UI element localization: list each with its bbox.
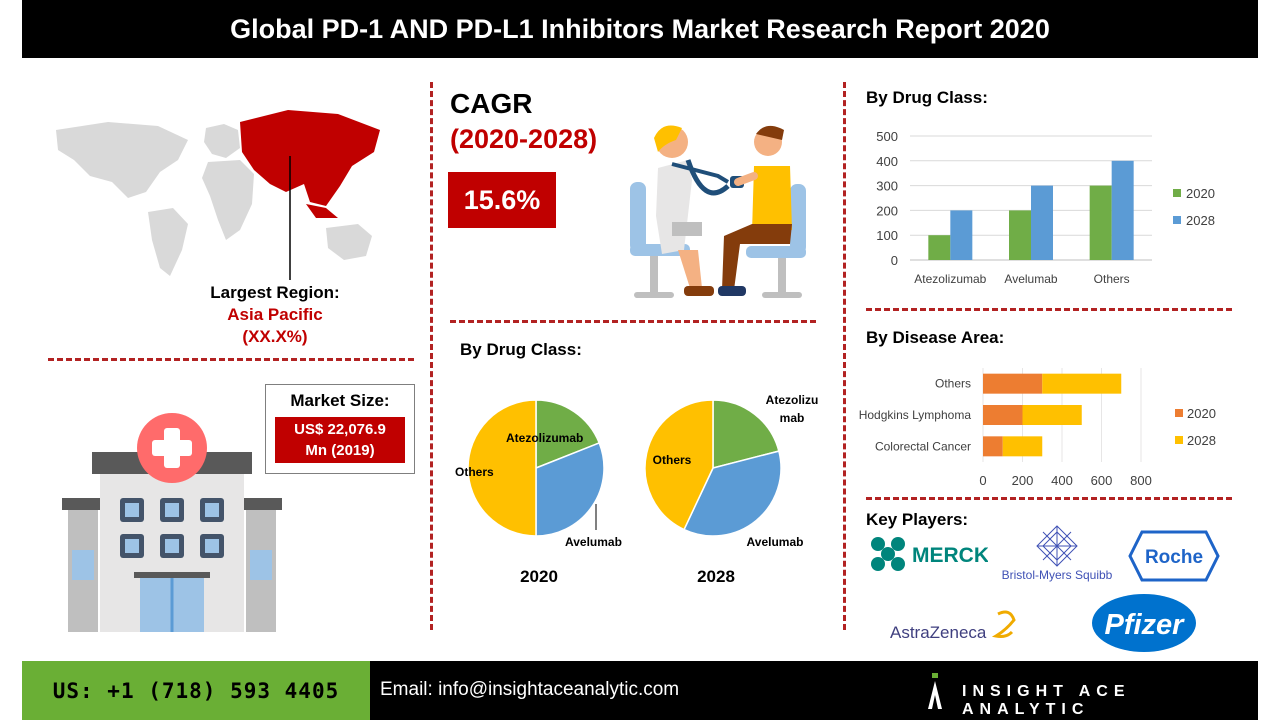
legend-label: 2028 — [1186, 213, 1215, 228]
y-tick-label: 500 — [876, 129, 898, 144]
pie-section-title: By Drug Class: — [460, 340, 582, 359]
market-size-label: Market Size: — [290, 391, 390, 410]
pie-slice-others — [467, 399, 537, 537]
pfizer-logo-text: Pfizer — [1105, 609, 1186, 641]
largest-region-name: Asia Pacific — [227, 305, 323, 324]
x-tick-label: 400 — [1051, 473, 1073, 488]
divider — [48, 358, 414, 361]
x-tick-label: Avelumab — [1004, 272, 1057, 286]
divider — [450, 320, 816, 323]
doctor-patient-illustration — [630, 125, 806, 298]
bar — [1002, 436, 1043, 457]
hospital-illustration — [62, 413, 282, 632]
merck-logo-text: MERCK — [912, 544, 988, 567]
y-tick-label: 400 — [876, 154, 898, 169]
world-map — [56, 110, 380, 280]
bar — [950, 210, 973, 260]
legend-label: 2028 — [1187, 433, 1216, 448]
legend-label: 2020 — [1187, 406, 1216, 421]
x-tick-label: 600 — [1091, 473, 1113, 488]
pie-slice-others — [644, 399, 714, 531]
bar — [1042, 373, 1122, 394]
pie-label: Others — [653, 453, 692, 467]
y-tick-label: Hodgkins Lymphoma — [859, 408, 972, 422]
legend-swatch — [1175, 409, 1183, 417]
merck-logo: MERCK — [871, 537, 988, 571]
drug-class-bar-chart: 0 100 200 300 400 500 Atezolizumab Avelumab Othe… — [876, 129, 1215, 286]
pie-title: 2020 — [520, 567, 558, 586]
pie-slice-atezolizumab — [535, 399, 601, 470]
pie-slice-atezolizumab — [712, 399, 780, 469]
cagr-title: CAGR — [450, 88, 533, 119]
bar — [983, 405, 1023, 425]
largest-region-label: Largest Region: — [210, 283, 340, 302]
bms-logo: Bristol-Myers Squibb — [1002, 525, 1113, 582]
bar — [1031, 185, 1053, 260]
market-size-value: US$ 22,076.9 — [294, 421, 386, 438]
pie-title: 2028 — [697, 567, 735, 586]
footer-phone[interactable]: US: +1 (718) 593 4405 — [52, 678, 340, 703]
roche-logo: Roche — [1128, 530, 1220, 582]
market-size-box: Market Size: US$ 22,076.9 Mn (2019) — [265, 384, 415, 474]
legend-swatch — [1173, 216, 1181, 224]
legend-swatch — [1175, 436, 1183, 444]
bar — [1089, 185, 1112, 260]
page-title: Global PD-1 AND PD-L1 Inhibitors Market … — [230, 13, 1050, 44]
cagr-period: (2020-2028) — [450, 124, 598, 154]
bar — [983, 373, 1043, 394]
footer-contact-bar: Email: info@insightaceanalytic.com INSIG… — [370, 661, 1258, 720]
y-tick-label: 300 — [876, 179, 898, 194]
divider — [866, 497, 1232, 500]
pie-label: Atezolizumab — [506, 431, 583, 445]
disease-area-bar-chart: 0 200 400 600 800 Colorectal Cancer Hodgkins L… — [859, 368, 1216, 488]
x-tick-label: Others — [1094, 272, 1130, 286]
y-tick-label: 100 — [876, 228, 898, 243]
legend-swatch — [1173, 189, 1181, 197]
bar-section-title: By Drug Class: — [866, 88, 988, 107]
bar — [983, 436, 1003, 457]
pie-label: mab — [780, 411, 805, 425]
y-tick-label: 200 — [876, 203, 898, 218]
drug-class-pie-charts: AtezolizumabAvelumabOthers2020Atezolizum… — [455, 393, 819, 586]
roche-logo-text: Roche — [1145, 547, 1203, 568]
hbar-section-title: By Disease Area: — [866, 328, 1005, 347]
bar — [928, 235, 951, 260]
pfizer-logo: Pfizer — [1092, 594, 1196, 652]
divider — [843, 82, 846, 630]
footer-email[interactable]: Email: info@insightaceanalytic.com — [380, 679, 680, 700]
astrazeneca-logo-text: AstraZeneca — [890, 623, 987, 642]
x-tick-label: 0 — [979, 473, 986, 488]
largest-region-block: Largest Region: Asia Pacific (XX.X%) — [180, 283, 370, 347]
x-tick-label: 800 — [1130, 473, 1152, 488]
x-tick-label: Atezolizumab — [914, 272, 986, 286]
bms-logo-text: Bristol-Myers Squibb — [1002, 568, 1113, 582]
pie-label: Atezolizu — [766, 393, 819, 407]
astrazeneca-logo: AstraZeneca — [890, 610, 1016, 642]
cagr-value: 15.6% — [463, 184, 541, 215]
bar — [1111, 160, 1134, 260]
divider — [866, 308, 1232, 311]
pie-slice-avelumab — [683, 450, 782, 537]
footer-brand: INSIGHT ACE ANALYTIC — [962, 683, 1131, 718]
pie-label: Others — [455, 465, 494, 479]
y-tick-label: Colorectal Cancer — [875, 439, 971, 453]
pie-label: Avelumab — [747, 535, 804, 549]
footer-phone-bar: US: +1 (718) 593 4405 — [22, 661, 370, 720]
page-header: Global PD-1 AND PD-L1 Inhibitors Market … — [22, 0, 1258, 58]
bar — [1009, 210, 1031, 260]
cagr-value-badge: 15.6% — [448, 172, 556, 228]
legend-label: 2020 — [1186, 186, 1215, 201]
insight-ace-logo-icon — [928, 673, 942, 709]
market-size-year: Mn (2019) — [305, 442, 375, 459]
largest-region-share: (XX.X%) — [242, 327, 308, 346]
market-size-value-box: US$ 22,076.9 Mn (2019) — [275, 417, 405, 463]
y-tick-label: Others — [935, 377, 971, 391]
pie-label: Avelumab — [565, 535, 622, 549]
key-players-title: Key Players: — [866, 510, 969, 529]
x-tick-label: 200 — [1012, 473, 1034, 488]
divider — [430, 82, 433, 630]
bar — [1022, 405, 1082, 425]
pie-slice-avelumab — [535, 441, 605, 537]
y-tick-label: 0 — [891, 253, 898, 268]
